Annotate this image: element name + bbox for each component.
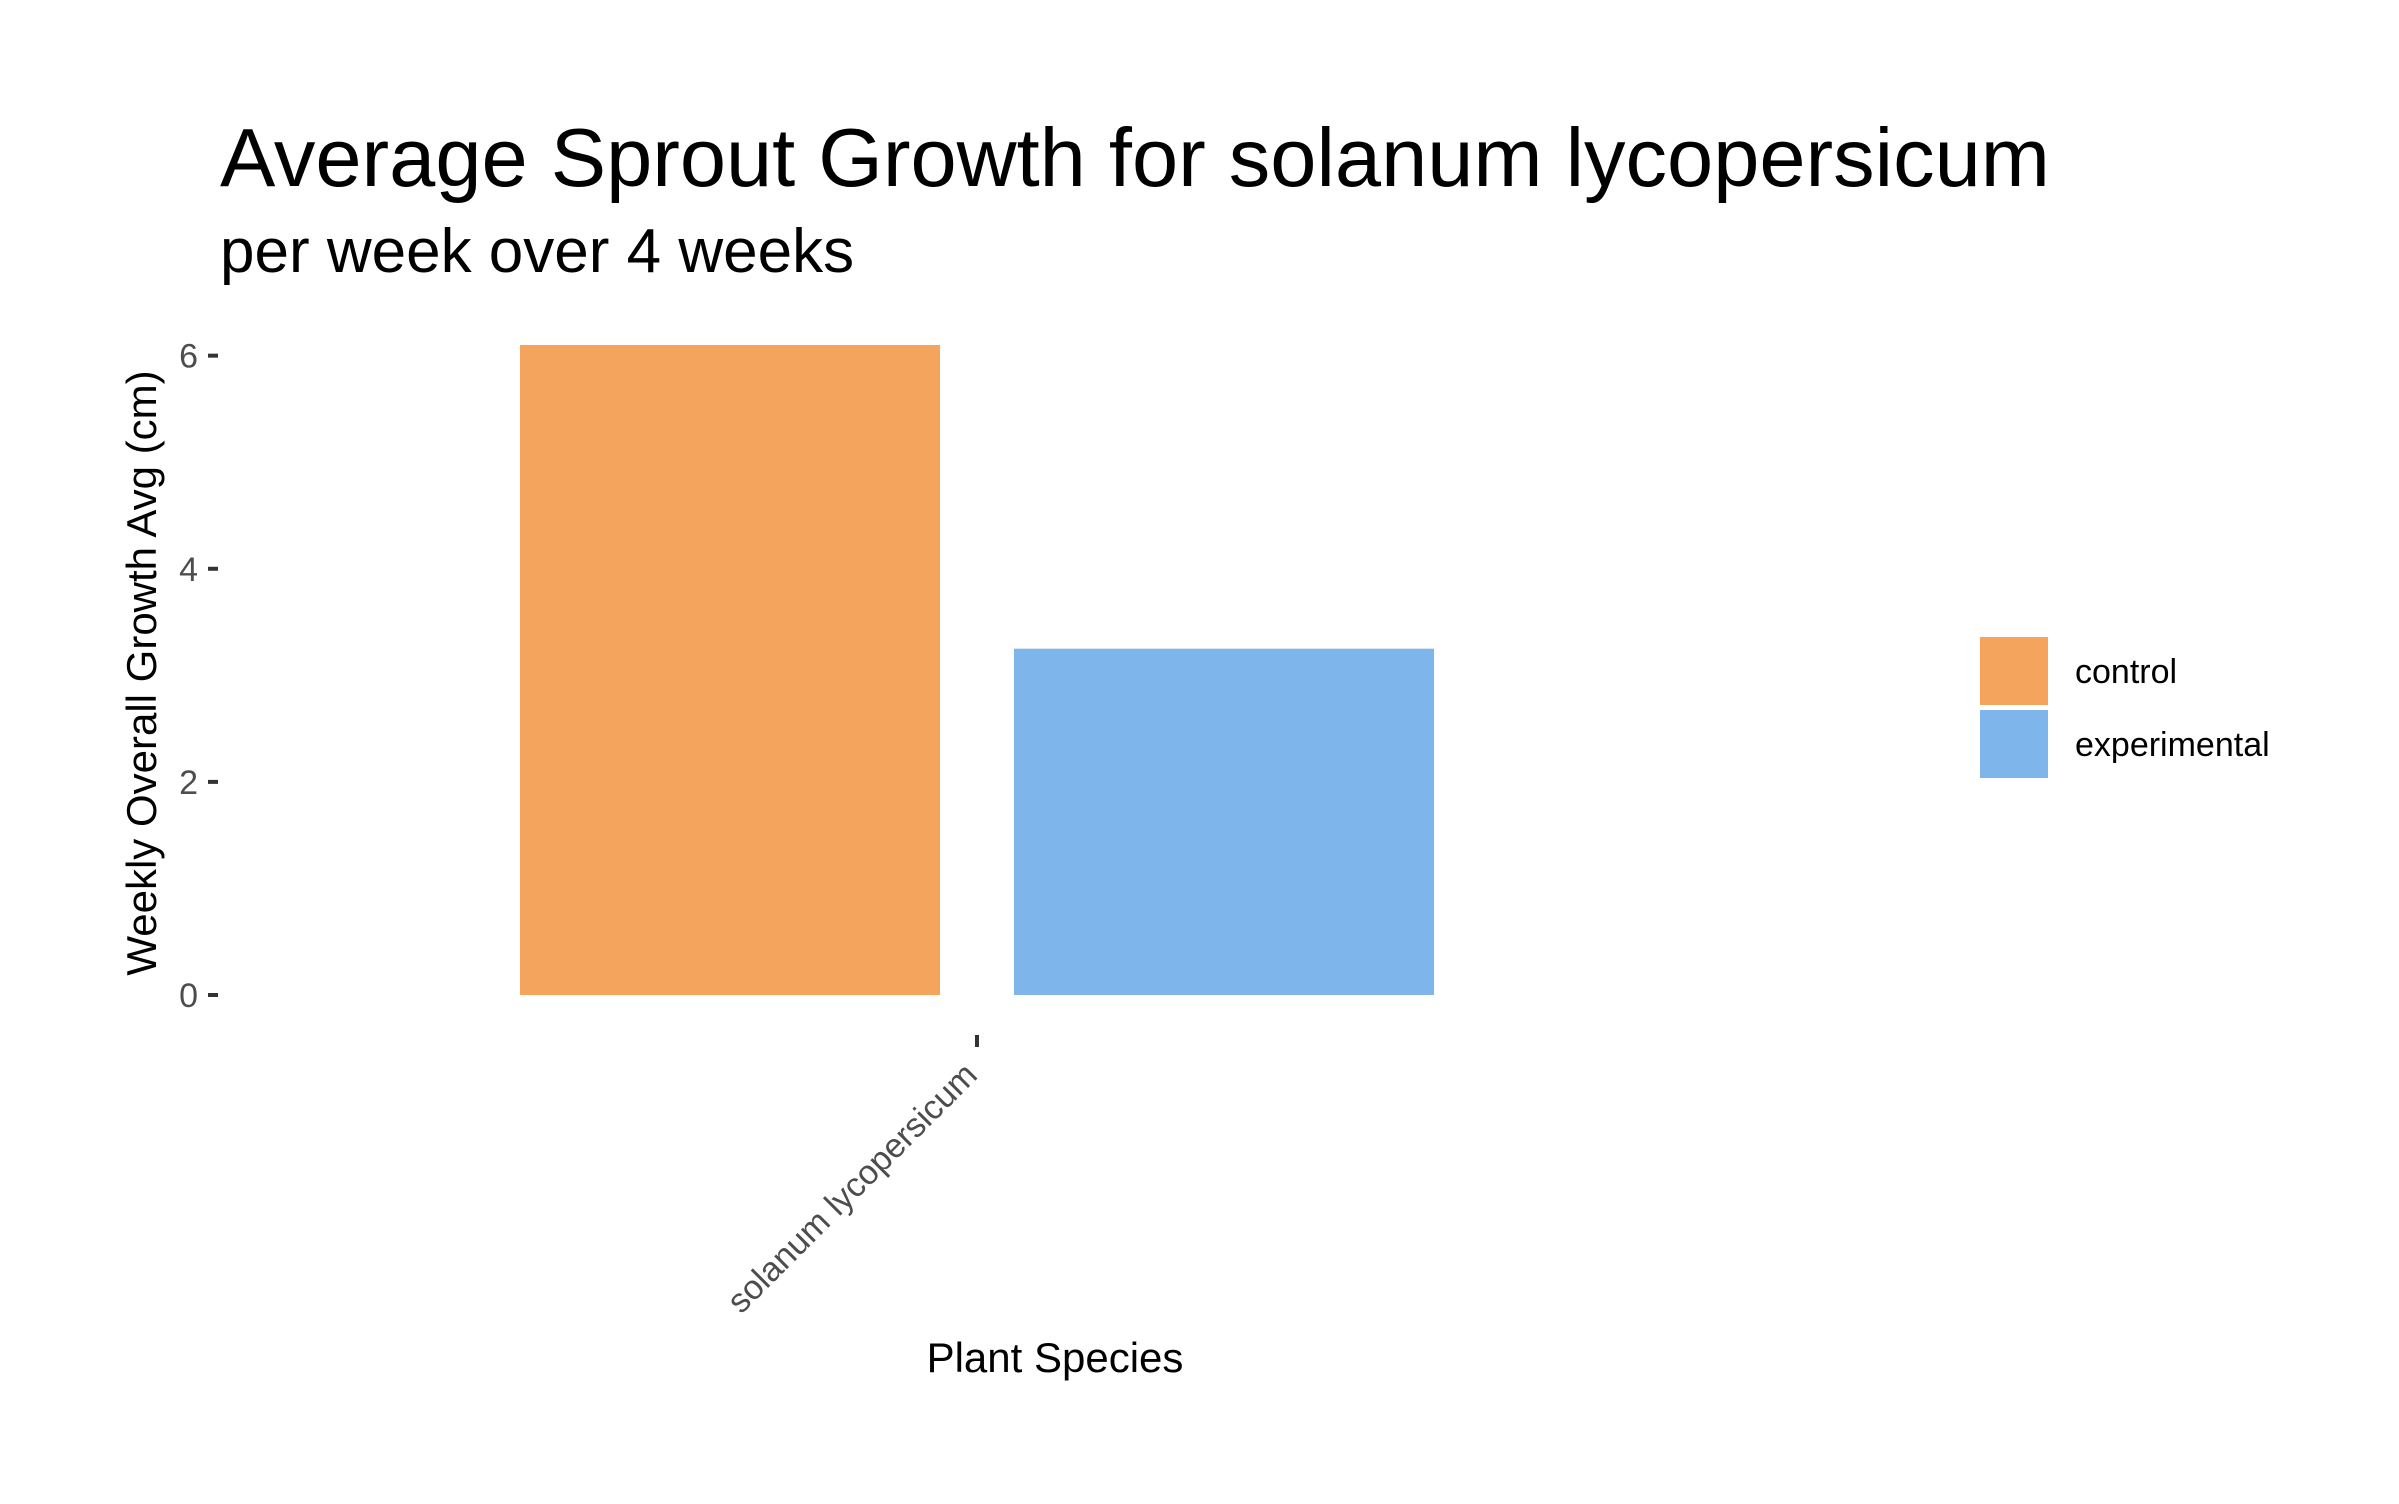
x-tick-label: solanum lycopersicum [720,1056,985,1321]
y-tick-label: 0 [179,977,198,1015]
x-axis-title: Plant Species [927,1334,1184,1381]
legend-key-control [1980,637,2048,705]
y-axis-title: Weekly Overall Growth Avg (cm) [118,370,165,975]
legend-label-experimental: experimental [2075,726,2270,764]
bar-control [520,345,940,995]
x-axis: solanum lycopersicum [720,1035,985,1320]
y-tick-label: 4 [179,551,198,589]
legend-label-control: control [2075,653,2177,691]
bar-group [520,345,1434,995]
y-axis: 0 2 4 6 [179,338,218,1015]
y-tick-label: 2 [179,764,198,802]
chart-title: Average Sprout Growth for solanum lycope… [220,111,2050,204]
y-tick-label: 6 [179,338,198,376]
legend: control experimental [1980,637,2270,778]
chart-subtitle: per week over 4 weeks [220,217,854,286]
bar-experimental [1014,648,1434,995]
legend-key-experimental [1980,710,2048,778]
